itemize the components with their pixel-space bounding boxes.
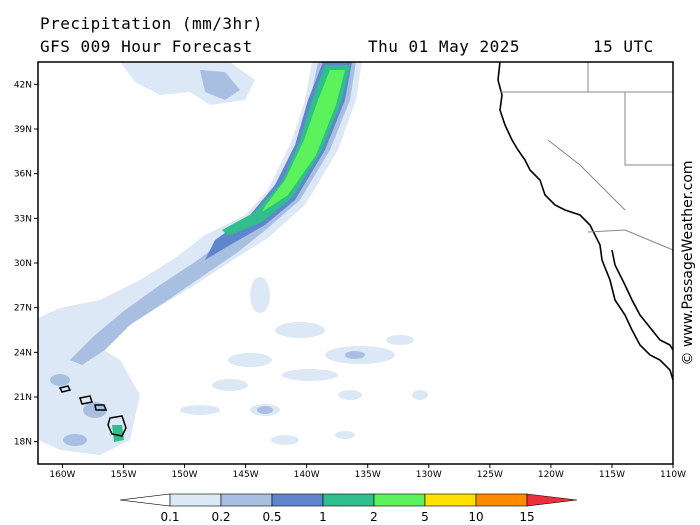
lat-tick-label: 36N xyxy=(14,170,32,180)
lat-tick-label: 39N xyxy=(14,125,32,135)
precip-band-5mm xyxy=(262,70,345,212)
lon-tick-label: 130W xyxy=(416,470,442,480)
legend-swatch-min xyxy=(119,493,171,507)
legend-label: 0.2 xyxy=(211,510,230,524)
lat-tick-label: 33N xyxy=(14,214,32,224)
precipitation-legend: 0.1 0.2 0.5 1 2 5 10 15 xyxy=(119,493,578,524)
legend-swatch xyxy=(322,493,375,507)
lat-tick-label: 27N xyxy=(14,304,32,314)
lat-tick-label: 24N xyxy=(14,348,32,358)
precip-band-light-2 xyxy=(120,62,255,105)
lat-tick-label: 30N xyxy=(14,259,32,269)
lon-tick-label: 140W xyxy=(294,470,320,480)
forecast-subtitle: GFS 009 Hour Forecast xyxy=(40,37,253,56)
lat-tick-label: 42N xyxy=(14,80,32,90)
state-borders xyxy=(500,62,674,251)
scattered-showers-medium xyxy=(50,351,365,446)
legend-label: 0.1 xyxy=(160,510,179,524)
legend-swatch xyxy=(424,493,477,507)
lon-tick-label: 155W xyxy=(110,470,136,480)
legend-label: 1 xyxy=(319,510,327,524)
precip-band-light xyxy=(38,62,362,395)
lon-tick-label: 115W xyxy=(599,470,625,480)
hawaii-islands xyxy=(58,385,127,437)
legend-label: 5 xyxy=(421,510,429,524)
precip-band-medium-2 xyxy=(200,70,240,100)
legend-label: 2 xyxy=(370,510,378,524)
lat-tick-label: 21N xyxy=(14,393,32,403)
legend-swatch xyxy=(475,493,528,507)
precipitation-layer xyxy=(38,62,428,455)
legend-swatch xyxy=(373,493,426,507)
legend-label: 0.5 xyxy=(262,510,281,524)
lon-tick-label: 150W xyxy=(171,470,197,480)
precip-hawaii-green xyxy=(112,425,124,442)
latitude-axis: 42N 39N 36N 33N 30N 27N 24N 21N 18N xyxy=(14,80,38,448)
forecast-date: Thu 01 May 2025 xyxy=(368,37,520,56)
lon-tick-label: 135W xyxy=(355,470,381,480)
legend-swatch xyxy=(220,493,273,507)
legend-swatch xyxy=(169,493,222,507)
map-title: Precipitation (mm/3hr) xyxy=(40,14,263,33)
lon-tick-label: 125W xyxy=(477,470,503,480)
forecast-time: 15 UTC xyxy=(593,37,654,56)
lon-tick-label: 110W xyxy=(660,470,686,480)
precip-band-hawaii xyxy=(38,330,140,455)
credit-watermark: © www.PassageWeather.com xyxy=(680,160,696,365)
legend-swatch xyxy=(271,493,324,507)
lon-tick-label: 145W xyxy=(233,470,259,480)
coastline xyxy=(497,61,674,381)
longitude-axis: 160W 155W 150W 145W 140W 135W 130W 125W 120W 115W… xyxy=(49,464,686,480)
legend-label: 10 xyxy=(468,510,483,524)
scattered-showers xyxy=(180,277,428,445)
lon-tick-label: 160W xyxy=(49,470,75,480)
legend-swatch-max xyxy=(526,493,578,507)
credit-text: © www.PassageWeather.com xyxy=(680,160,696,365)
legend-label: 15 xyxy=(519,510,534,524)
lat-tick-label: 18N xyxy=(14,438,32,448)
lon-tick-label: 120W xyxy=(538,470,564,480)
